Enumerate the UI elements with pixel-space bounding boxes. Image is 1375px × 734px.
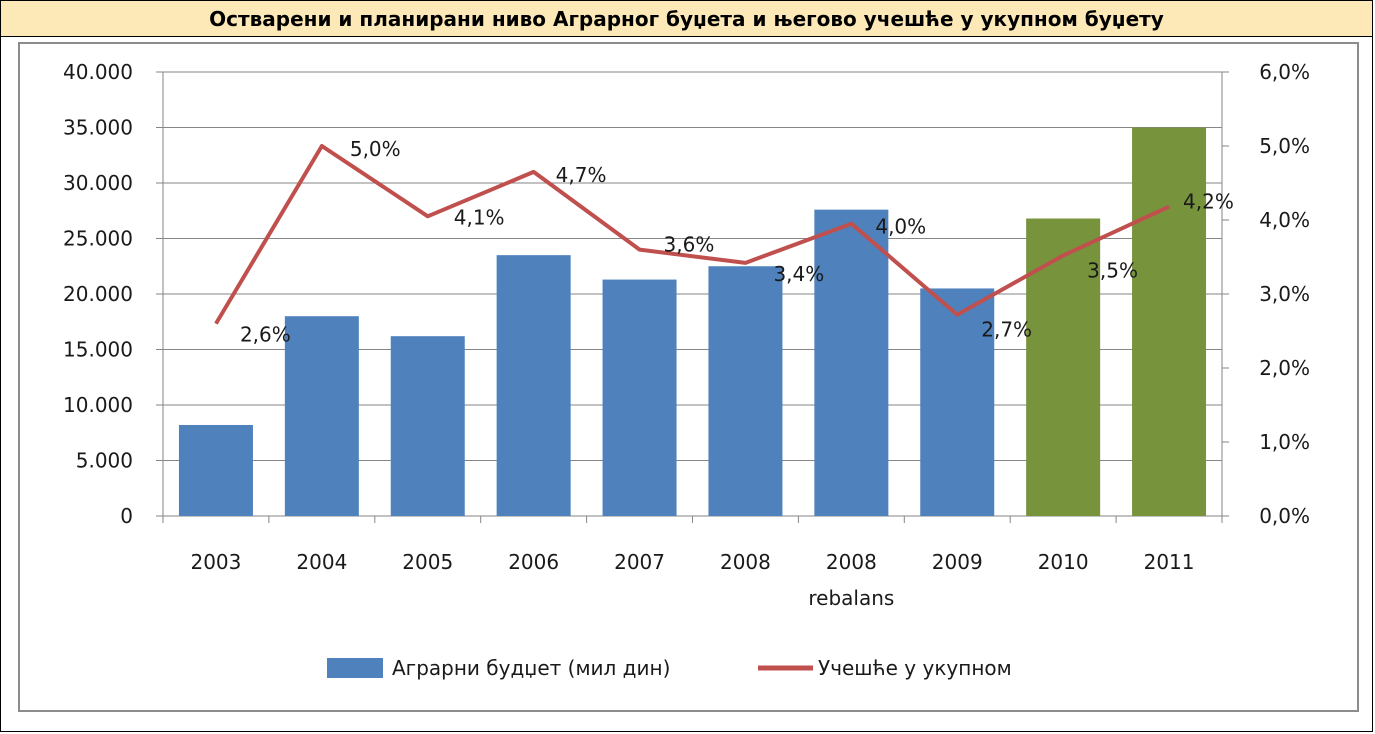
share-line [214,144,1170,325]
line-data-label: 3,5% [1087,259,1138,283]
left-axis-tick-label: 20.000 [63,282,133,306]
bar-actual [496,255,571,516]
bar-actual [920,288,995,516]
left-axis-tick-label: 30.000 [63,171,133,195]
bar-actual [814,209,889,516]
bar-actual [602,279,677,516]
category-label: 2009 [932,550,983,574]
category-label: 2011 [1144,550,1195,574]
bar-series [178,127,1207,516]
right-axis-tick-label: 0,0% [1259,504,1310,528]
category-label: rebalans [808,586,894,610]
data-labels: 2,6% 5,0% 4,1% 4,7% 3,6% 3,4% 4,0% 2,7% 3,5% 4,2% [240,137,1234,347]
line-data-label: 3,4% [773,262,824,286]
left-axis-tick-label: 35.000 [63,116,133,140]
legend: Аграрни будџет (мил дин) Учешће у укупном [327,656,1012,680]
category-label: 2006 [508,550,559,574]
legend-bar-label: Аграрни будџет (мил дин) [392,656,670,680]
right-axis-tick-label: 2,0% [1259,356,1310,380]
line-data-label: 4,1% [454,205,505,229]
chart-title: Остварени и планирани ниво Аграрног буџе… [209,6,1164,31]
bar-actual [178,424,253,516]
left-axis-tick-label: 40.000 [63,60,133,84]
line-series [214,144,1170,325]
bar-planned [1132,127,1207,516]
category-label: 2005 [402,550,453,574]
chart-area-frame [18,42,1359,712]
bar-actual [284,316,359,516]
category-label: 2008 [826,550,877,574]
chart-title-bar: Остварени и планирани ниво Аграрног буџе… [1,1,1372,37]
legend-line-label: Учешће у укупном [818,656,1012,680]
line-data-label: 2,7% [981,318,1032,342]
bar-actual [390,336,465,516]
category-label: 2004 [296,550,347,574]
category-label: 2010 [1038,550,1089,574]
legend-bar-swatch [327,658,383,678]
left-axis-tick-label: 15.000 [63,338,133,362]
left-axis-tick-label: 0 [120,504,133,528]
line-data-label: 4,2% [1183,190,1234,214]
left-axis-tick-label: 10.000 [63,393,133,417]
line-data-label: 2,6% [240,323,291,347]
left-axis-tick-label: 25.000 [63,227,133,251]
left-axis-tick-label: 5.000 [76,449,133,473]
category-label: 2008 [720,550,771,574]
category-label: 2007 [614,550,665,574]
right-axis-tick-label: 6,0% [1259,60,1310,84]
line-data-label: 5,0% [350,137,401,161]
right-axis-tick-label: 3,0% [1259,282,1310,306]
right-axis-tick-label: 5,0% [1259,134,1310,158]
line-data-label: 4,7% [556,163,607,187]
axes: 0 5.000 10.000 15.000 20.000 25.000 30.000 35.0… [63,60,1310,610]
right-axis-tick-label: 1,0% [1259,430,1310,454]
line-data-label: 4,0% [875,215,926,239]
bar-actual [708,266,783,516]
line-data-label: 3,6% [664,233,715,257]
right-axis-tick-label: 4,0% [1259,208,1310,232]
category-label: 2003 [190,550,241,574]
